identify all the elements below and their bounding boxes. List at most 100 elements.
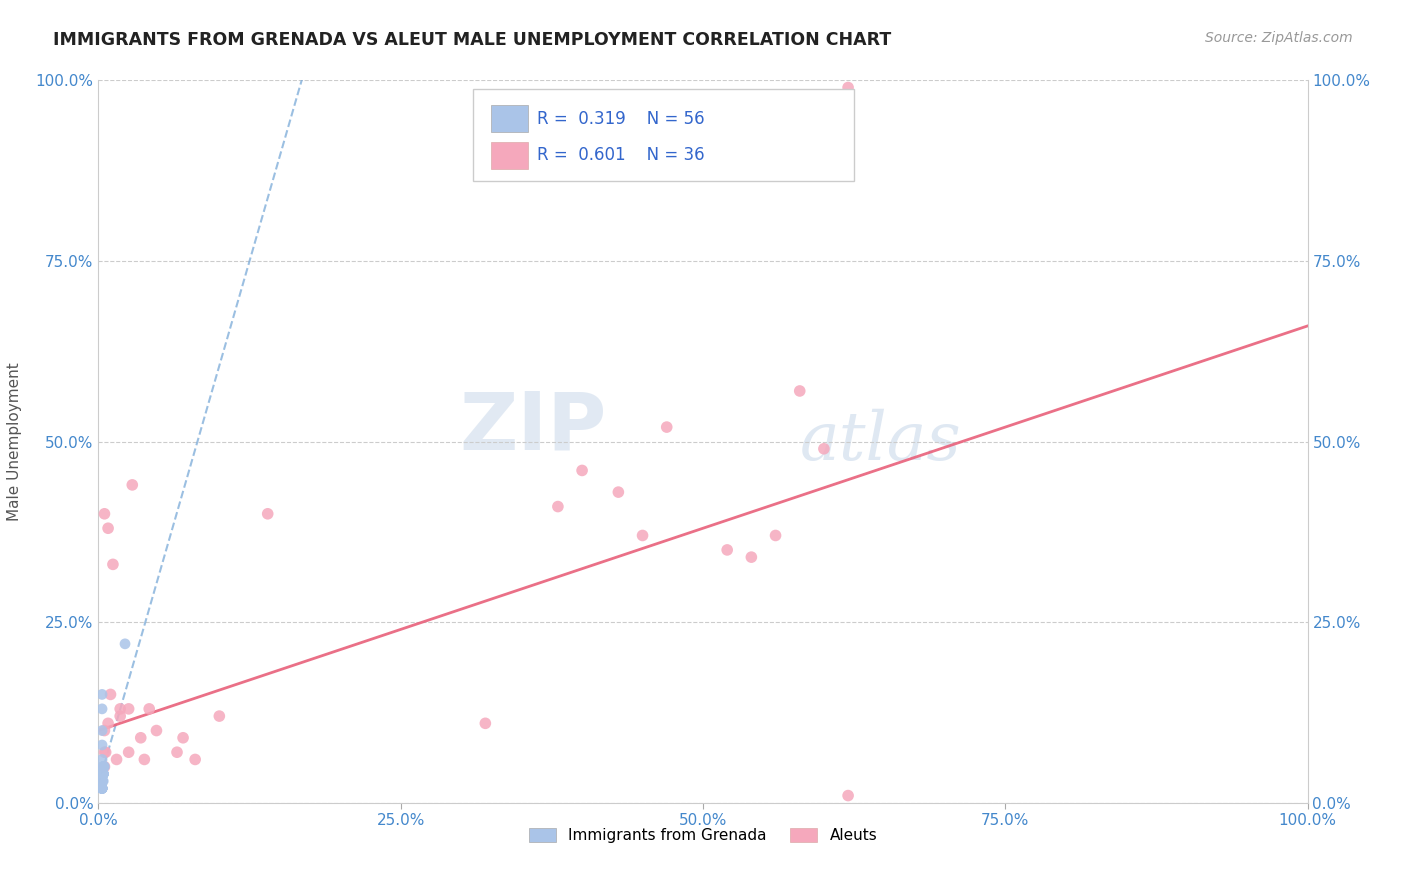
Point: [91, 767, 114, 781]
Point: [716, 542, 738, 557]
Point: [97, 521, 120, 535]
Point: [91, 774, 114, 789]
Point: [91, 738, 114, 752]
Point: [91, 723, 114, 738]
Point: [93, 745, 115, 759]
Point: [129, 731, 152, 745]
Point: [91, 774, 114, 789]
Point: [91, 767, 114, 781]
Point: [571, 463, 593, 477]
Point: [91, 774, 114, 789]
Point: [114, 637, 136, 651]
Text: Source: ZipAtlas.com: Source: ZipAtlas.com: [1205, 31, 1353, 45]
Point: [91, 774, 114, 789]
Point: [91, 767, 114, 781]
Text: IMMIGRANTS FROM GRENADA VS ALEUT MALE UNEMPLOYMENT CORRELATION CHART: IMMIGRANTS FROM GRENADA VS ALEUT MALE UN…: [53, 31, 891, 49]
Point: [91, 767, 114, 781]
Point: [91, 767, 114, 781]
Point: [91, 774, 114, 789]
Point: [91, 767, 114, 781]
Point: [166, 745, 188, 759]
Point: [184, 752, 207, 766]
Point: [91, 774, 114, 789]
Point: [547, 500, 569, 514]
Point: [134, 752, 156, 766]
FancyBboxPatch shape: [474, 89, 855, 181]
Point: [91, 774, 114, 789]
Point: [93, 723, 115, 738]
Point: [91, 781, 114, 796]
Point: [631, 528, 654, 542]
Point: [91, 767, 114, 781]
Point: [91, 767, 114, 781]
Point: [91, 767, 114, 781]
Point: [655, 420, 678, 434]
Point: [91, 760, 114, 774]
Point: [837, 789, 859, 803]
Point: [813, 442, 835, 456]
Point: [256, 507, 278, 521]
Point: [91, 752, 114, 766]
Y-axis label: Male Unemployment: Male Unemployment: [7, 362, 21, 521]
Point: [108, 709, 131, 723]
Point: [93, 507, 115, 521]
FancyBboxPatch shape: [492, 142, 527, 169]
Point: [172, 731, 194, 745]
Point: [91, 767, 114, 781]
Text: atlas: atlas: [800, 409, 962, 475]
Point: [91, 781, 114, 796]
Point: [91, 781, 114, 796]
Point: [208, 709, 231, 723]
Point: [91, 781, 114, 796]
Point: [145, 723, 167, 738]
Text: R =  0.601    N = 36: R = 0.601 N = 36: [537, 146, 704, 164]
Point: [91, 760, 114, 774]
Point: [105, 752, 128, 766]
Point: [101, 558, 124, 572]
Legend: Immigrants from Grenada, Aleuts: Immigrants from Grenada, Aleuts: [523, 822, 883, 849]
FancyBboxPatch shape: [492, 105, 527, 132]
Point: [91, 774, 114, 789]
Point: [91, 774, 114, 789]
Point: [90, 774, 112, 789]
Point: [91, 774, 114, 789]
Point: [740, 550, 762, 565]
Point: [93, 760, 115, 774]
Point: [91, 774, 114, 789]
Point: [91, 767, 114, 781]
Point: [91, 774, 114, 789]
Point: [121, 478, 143, 492]
Point: [138, 702, 160, 716]
Point: [93, 760, 115, 774]
Point: [91, 781, 114, 796]
Point: [91, 767, 114, 781]
Point: [91, 760, 114, 774]
Point: [789, 384, 811, 398]
Text: ZIP: ZIP: [458, 388, 606, 467]
Point: [100, 687, 122, 701]
Point: [91, 760, 114, 774]
Point: [91, 760, 114, 774]
Point: [91, 774, 114, 789]
Point: [118, 702, 141, 716]
Point: [91, 774, 114, 789]
Point: [118, 745, 141, 759]
Point: [91, 767, 114, 781]
Point: [91, 702, 114, 716]
Point: [91, 774, 114, 789]
Point: [91, 760, 114, 774]
Point: [108, 702, 131, 716]
Point: [765, 528, 787, 542]
Text: R =  0.319    N = 56: R = 0.319 N = 56: [537, 110, 704, 128]
Point: [91, 767, 114, 781]
Point: [837, 80, 859, 95]
Point: [91, 781, 114, 796]
Point: [91, 781, 114, 796]
Point: [94, 745, 117, 759]
Point: [91, 767, 114, 781]
Point: [474, 716, 496, 731]
Point: [97, 716, 120, 731]
Point: [607, 485, 630, 500]
Point: [91, 760, 114, 774]
Point: [91, 781, 114, 796]
